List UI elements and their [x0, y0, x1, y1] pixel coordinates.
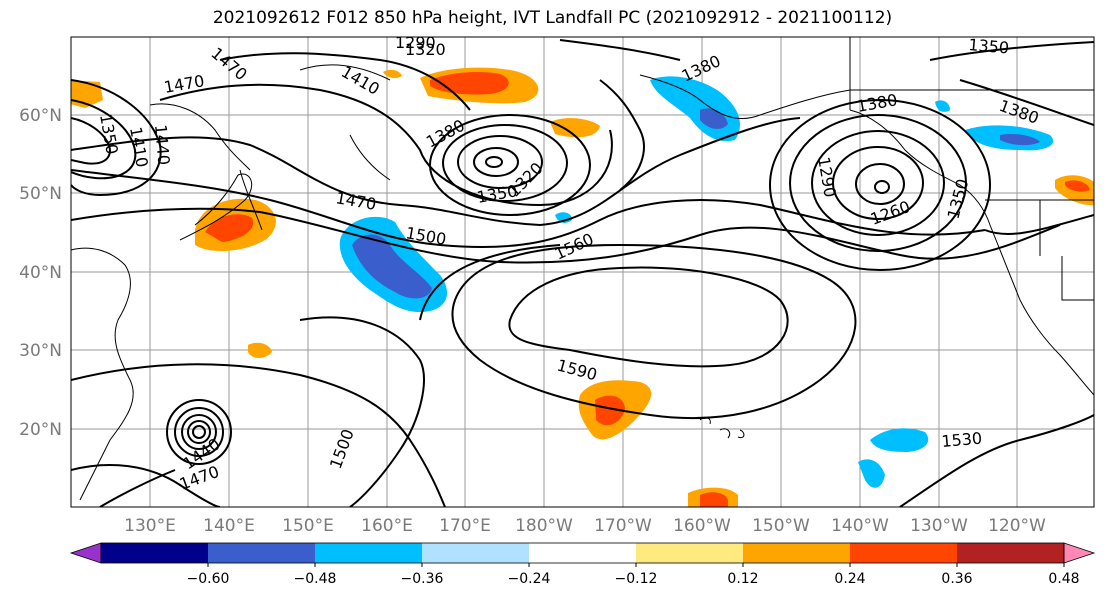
colorbar-tick-label: 0.36: [941, 571, 972, 587]
lon-label: 120°W: [988, 516, 1046, 536]
lat-label: 20°N: [19, 420, 62, 440]
lat-label: 50°N: [19, 184, 62, 204]
lon-label: 170°E: [439, 516, 491, 536]
lat-axis: 60°N 50°N 40°N 30°N 20°N: [19, 106, 62, 440]
colorbar-tick-label: 0.48: [1048, 571, 1079, 587]
colorbar-tick-label: −0.24: [508, 571, 551, 587]
colorbar-segment: [101, 543, 209, 563]
ivt-shading: [71, 67, 1094, 507]
lat-label: 60°N: [19, 106, 62, 126]
lon-label: 140°W: [831, 516, 889, 536]
contour-label: 1290: [395, 33, 436, 52]
contour-label: 1320: [405, 40, 446, 59]
lon-label: 130°W: [910, 516, 968, 536]
colorbar-segment: [636, 543, 744, 563]
colorbar-tick-label: 0.12: [727, 571, 758, 587]
colorbar-segment: [315, 543, 423, 563]
lon-axis: 130°E 140°E 150°E 160°E 170°E 180°W 170°…: [124, 516, 1046, 536]
lon-label: 160°W: [673, 516, 731, 536]
colorbar-extension-low: [69, 542, 102, 564]
colorbar-extension-high: [1063, 542, 1096, 564]
colorbar-segment: [422, 543, 530, 563]
colorbar-tick-label: −0.12: [615, 571, 658, 587]
colorbar-tick-label: −0.60: [187, 571, 230, 587]
map-frame-border: [70, 36, 1095, 508]
colorbar-segment: [529, 543, 637, 563]
lon-label: 160°E: [361, 516, 413, 536]
colorbar-segment: [850, 543, 958, 563]
contour-label: 1530: [941, 429, 983, 451]
colorbar-border: [100, 542, 1065, 564]
contour-label: 1440: [151, 124, 173, 166]
lon-label: 140°E: [203, 516, 255, 536]
colorbar-tick-label: 0.24: [834, 571, 865, 587]
lon-label: 150°E: [282, 516, 334, 536]
lat-label: 40°N: [19, 263, 62, 283]
lon-label: 150°W: [752, 516, 810, 536]
coastlines: [71, 37, 1094, 501]
colorbar-segment: [743, 543, 851, 563]
map-title: 2021092612 F012 850 hPa height, IVT Land…: [212, 8, 893, 28]
lat-label: 30°N: [19, 341, 62, 361]
height-contours: [71, 39, 1094, 507]
lon-label: 170°W: [594, 516, 652, 536]
contour-label: 1350: [968, 35, 1010, 57]
colorbar-tick-label: −0.48: [294, 571, 337, 587]
colorbar: −0.60 −0.48 −0.36 −0.24 −0.12 0.12 0.24 0.36 0.4…: [69, 542, 1096, 587]
colorbar-segment: [957, 543, 1065, 563]
colorbar-tick-label: −0.36: [401, 571, 444, 587]
lon-label: 130°E: [124, 516, 176, 536]
lon-label: 180°W: [515, 516, 573, 536]
colorbar-segment: [208, 543, 316, 563]
